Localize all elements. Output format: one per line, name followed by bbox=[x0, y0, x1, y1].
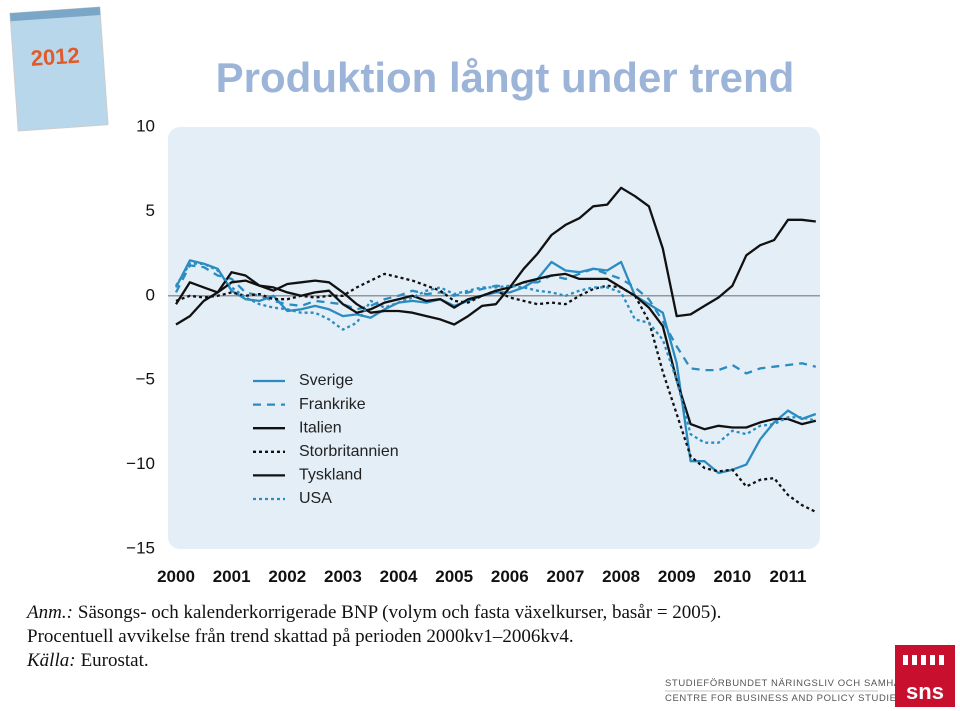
x-tick-label: 2006 bbox=[491, 567, 529, 586]
source: Källa: Eurostat. bbox=[26, 650, 149, 671]
series-line bbox=[175, 272, 817, 513]
note-label: Anm.: bbox=[25, 602, 73, 623]
source-label: Källa: bbox=[26, 650, 76, 671]
y-tick-label: 5 bbox=[146, 201, 155, 220]
y-tick-label: 0 bbox=[146, 285, 155, 304]
note: Anm.: Säsongs- och kalenderkorrigerade BN… bbox=[25, 602, 721, 623]
series-line bbox=[175, 186, 816, 326]
y-tick-label: −15 bbox=[126, 538, 155, 557]
source-text: Eurostat. bbox=[81, 650, 149, 671]
legend-label: USA bbox=[299, 490, 332, 507]
logo-text: STUDIEFÖRBUNDET NÄRINGSLIV OCH SAMHÄLLE bbox=[665, 678, 919, 689]
slide-title: Produktion långt under trend bbox=[216, 54, 795, 101]
x-tick-label: 2008 bbox=[602, 567, 640, 586]
x-tick-label: 2010 bbox=[713, 567, 751, 586]
x-tick-label: 2001 bbox=[213, 567, 251, 586]
logo-bars bbox=[903, 655, 944, 665]
y-tick-label: −10 bbox=[126, 454, 155, 473]
note-text: Säsongs- och kalenderkorrigerade BNP (vo… bbox=[78, 602, 721, 623]
plot-area bbox=[168, 127, 820, 549]
legend-label: Sverige bbox=[299, 372, 353, 389]
legend-label: Frankrike bbox=[299, 396, 366, 413]
cover-band bbox=[9, 7, 101, 22]
x-tick-label: 2002 bbox=[268, 567, 306, 586]
x-tick-label: 2011 bbox=[770, 567, 807, 586]
x-tick-label: 2007 bbox=[547, 567, 585, 586]
x-tick-label: 2004 bbox=[380, 567, 418, 586]
legend-label: Storbritannien bbox=[299, 443, 399, 460]
x-tick-label: 2009 bbox=[658, 567, 696, 586]
legend-label: Tyskland bbox=[299, 467, 362, 484]
plot: −15 −10 −5 0 5 10 2000 2001 2002 2003 2004 2005 2006… bbox=[126, 116, 820, 586]
legend-label: Italien bbox=[299, 419, 342, 436]
cover-year: 2012 bbox=[30, 43, 81, 71]
x-tick-label: 2003 bbox=[324, 567, 362, 586]
logo-mark: sns bbox=[906, 679, 944, 704]
series-line bbox=[174, 259, 817, 475]
y-tick-label: 10 bbox=[136, 116, 155, 135]
logo-text: CENTRE FOR BUSINESS AND POLICY STUDIES bbox=[665, 693, 904, 704]
x-tick-label: 2000 bbox=[157, 567, 195, 586]
series-line bbox=[175, 262, 817, 444]
cover-shape bbox=[9, 6, 109, 132]
series-line bbox=[174, 264, 817, 375]
y-tick-label: −5 bbox=[136, 370, 155, 389]
report-cover: 2012 bbox=[9, 6, 109, 132]
x-tick-label: 2005 bbox=[435, 567, 473, 586]
note-text: Procentuell avvikelse från trend skattad… bbox=[27, 626, 574, 647]
